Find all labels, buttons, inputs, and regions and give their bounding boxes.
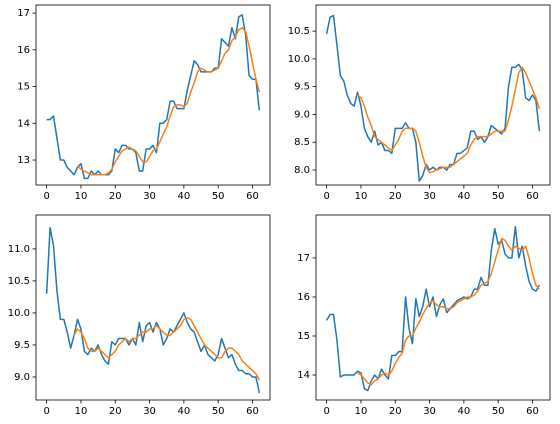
- axes-frame: [35, 214, 271, 401]
- series-line: [325, 14, 541, 182]
- y-tick-label: 17: [17, 8, 30, 19]
- series-line: [357, 66, 541, 174]
- y-tick-label: 15: [297, 331, 310, 342]
- y-tick-label: 10.0: [8, 308, 30, 319]
- x-tick-label: 20: [109, 191, 122, 202]
- x-tick-label: 60: [246, 406, 259, 417]
- x-tick-label: 30: [423, 191, 436, 202]
- y-tick-label: 17: [297, 253, 310, 264]
- series-line: [45, 227, 261, 394]
- series-line: [46, 14, 261, 180]
- y-tick-label: 16: [17, 45, 30, 56]
- x-tick-label: 40: [178, 191, 191, 202]
- x-tick-label: 30: [143, 191, 156, 202]
- y-tick-label: 9.5: [294, 82, 310, 93]
- series-line: [73, 317, 261, 381]
- x-tick-label: 50: [492, 191, 505, 202]
- y-tick-label: 10.5: [288, 26, 310, 37]
- axes-frame: [35, 4, 271, 186]
- x-tick-label: 20: [389, 191, 402, 202]
- x-tick-label: 50: [212, 191, 225, 202]
- y-tick-label: 10.0: [288, 54, 310, 65]
- y-tick-label: 9.0: [14, 372, 30, 383]
- y-tick-label: 8.5: [294, 137, 310, 148]
- x-tick-label: 0: [43, 406, 49, 417]
- x-tick-label: 0: [323, 191, 329, 202]
- y-tick-label: 15: [17, 82, 30, 93]
- y-tick-label: 11.0: [8, 244, 30, 255]
- x-tick-label: 30: [423, 406, 436, 417]
- x-tick-label: 10: [75, 406, 88, 417]
- y-tick-label: 13: [17, 155, 30, 166]
- x-tick-label: 10: [355, 191, 368, 202]
- x-tick-label: 20: [109, 406, 122, 417]
- y-tick-label: 14: [17, 118, 30, 129]
- x-tick-label: 60: [526, 406, 539, 417]
- series-line: [76, 27, 261, 176]
- y-tick-label: 10.5: [8, 276, 30, 287]
- y-tick-label: 16: [297, 292, 310, 303]
- x-tick-label: 50: [212, 406, 225, 417]
- x-tick-label: 40: [458, 191, 471, 202]
- x-tick-label: 0: [43, 191, 49, 202]
- x-tick-label: 0: [323, 406, 329, 417]
- y-tick-label: 9.5: [14, 340, 30, 351]
- series-line: [325, 225, 541, 392]
- y-tick-label: 8.0: [294, 165, 310, 176]
- y-tick-label: 9.0: [294, 109, 310, 120]
- x-tick-label: 60: [526, 191, 539, 202]
- axes-frame: [315, 4, 551, 186]
- series-line: [357, 237, 540, 386]
- y-tick-label: 14: [297, 370, 310, 381]
- x-tick-label: 40: [458, 406, 471, 417]
- x-tick-label: 20: [389, 406, 402, 417]
- axes-frame: [315, 214, 551, 401]
- x-tick-label: 10: [355, 406, 368, 417]
- x-tick-label: 50: [492, 406, 505, 417]
- x-tick-label: 30: [143, 406, 156, 417]
- x-tick-label: 60: [246, 191, 259, 202]
- x-tick-label: 40: [178, 406, 191, 417]
- x-tick-label: 10: [75, 191, 88, 202]
